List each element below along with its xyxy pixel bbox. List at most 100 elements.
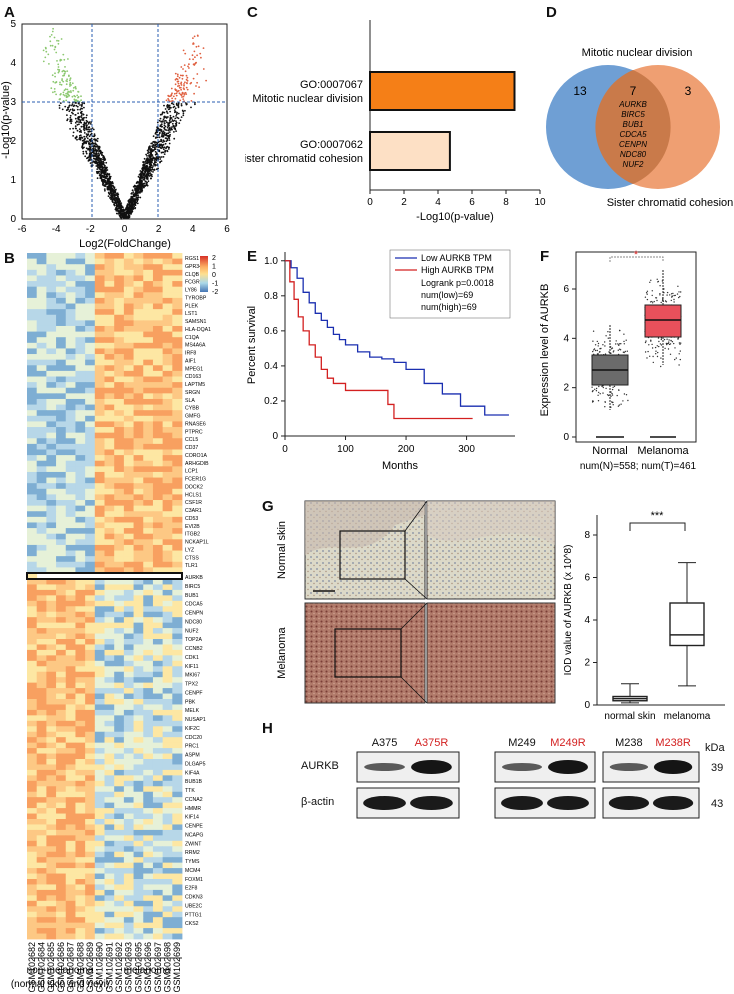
ihc-melanoma-low — [304, 602, 426, 704]
heatmap-row-label: LYZ — [185, 547, 194, 553]
wb-band-aurkb — [411, 760, 452, 774]
venn-gene: CDCA5 — [619, 130, 647, 139]
gepia-ytick: 4 — [563, 333, 569, 344]
wb-band-actin — [652, 796, 694, 810]
km-ytick: 0.2 — [264, 396, 278, 407]
go-bar — [369, 71, 516, 111]
panel-c-letter: C — [247, 4, 258, 21]
km-xtick: 300 — [458, 444, 475, 455]
survival-plot: 0 100 200 300 0 0.2 0.4 0.6 0.8 1.0 Low AURKB TPM… — [246, 249, 515, 472]
heatmap-row-label: FOXM1 — [185, 877, 203, 883]
venn-gene: BUB1 — [623, 120, 644, 129]
gepia-ylabel: Expression level of AURKB — [539, 284, 551, 417]
heatmap-col-label: GSM102685 — [46, 942, 56, 993]
wb-band-aurkb — [548, 760, 588, 774]
heatmap-row-label: MKI67 — [185, 673, 200, 679]
wb-band-aurkb — [364, 763, 405, 771]
volcano-ylabel: -Log10(p-value) — [0, 81, 12, 159]
panel-f-letter: F — [540, 248, 550, 265]
heatmap-row-label: NDC80 — [185, 619, 202, 625]
heatmap-row-label: TTK — [185, 788, 195, 794]
volcano-ytick: 1 — [10, 175, 16, 186]
heatmap-row-label: LY86 — [185, 288, 197, 294]
heatmap-row-label: ZWINT — [185, 841, 202, 847]
venn-title: Mitotic nuclear division — [582, 47, 693, 59]
volcano-ytick: 2 — [10, 136, 16, 147]
km-ytick: 0.6 — [264, 326, 278, 337]
wb-mw2: 43 — [711, 798, 724, 810]
km-legend-high: High AURKB TPM — [421, 265, 494, 275]
heatmap-col-label: GSM102684 — [37, 942, 47, 993]
heatmap-row-label: CDK1 — [185, 655, 199, 661]
group-left-label: non-melanoma — [27, 965, 94, 976]
heatmap-row-label: AURKB — [185, 575, 203, 581]
gepia-ytick: 0 — [563, 432, 569, 443]
heatmap-row-label: MELK — [185, 708, 200, 714]
volcano-plot: -6 -4 -2 0 2 4 6 0 1 2 3 4 5 Log2(FoldChange) -Log1… — [0, 19, 230, 250]
heatmap-row-label: MPEG1 — [185, 366, 203, 372]
wb-mw1: 39 — [711, 762, 724, 774]
heatmap-col-label: GSM102688 — [75, 942, 85, 993]
heatmap-row-label: HLA-DQA1 — [185, 327, 211, 333]
heatmap-row-label: KIF14 — [185, 815, 199, 821]
volcano-xlabel: Log2(FoldChange) — [79, 238, 171, 250]
heatmap-col-label: GSM102687 — [66, 942, 76, 993]
venn-right-count: 3 — [685, 84, 692, 98]
go-bar-chart: GO:0007067 Mitotic nuclear division GO:000… — [245, 20, 546, 223]
venn-gene: AURKB — [618, 100, 647, 109]
heatmap-row-label: CENPF — [185, 690, 203, 696]
heatmap-row-label: CTSS — [185, 555, 199, 561]
wb-lane-label: A375 — [372, 737, 398, 749]
wb-band-actin — [608, 796, 650, 810]
iod-ytick: 4 — [584, 615, 590, 626]
km-num-low: num(low)=69 — [421, 290, 473, 300]
ihc-row1-label: Normal skin — [276, 521, 288, 579]
heatmap-row-label: NUF2 — [185, 628, 199, 634]
heatmap-row-label: ASPM — [185, 753, 200, 759]
heatmap-scale-bar — [200, 256, 208, 292]
go-bar — [369, 131, 451, 171]
gepia-box-melanoma — [644, 304, 682, 338]
heatmap-row-label: CENPN — [185, 611, 203, 617]
km-xtick: 0 — [282, 444, 288, 455]
heatmap-col-label: GSM102695 — [133, 942, 143, 993]
venn-gene: NUF2 — [623, 160, 644, 169]
heatmap-row-label: C1QA — [185, 335, 200, 341]
heatmap-col-label: GSM102696 — [143, 942, 153, 993]
heatmap-row-label: CDKN3 — [185, 895, 203, 901]
heatmap-row-label: CCL5 — [185, 437, 198, 443]
km-ytick: 0.4 — [264, 361, 278, 372]
heatmap-row-label: PTTG1 — [185, 912, 202, 918]
iod-cat2: melanoma — [664, 711, 711, 722]
volcano-ytick: 5 — [10, 19, 16, 30]
heatmap-row-label: AIF1 — [185, 358, 196, 364]
heatmap-row-label: LAPTM5 — [185, 382, 205, 388]
gepia-cat2: Melanoma — [637, 445, 689, 457]
heatmap-col-label: GSM102682 — [27, 942, 37, 993]
heatmap-col-label: GSM102693 — [124, 942, 134, 993]
heatmap-row-label: MCM4 — [185, 868, 200, 874]
km-ylabel: Percent survival — [246, 306, 258, 384]
iod-ytick: 2 — [584, 658, 590, 669]
wb-lane-label: M249R — [550, 737, 586, 749]
heatmap-row-label: TOP2A — [185, 637, 202, 643]
heatmap-row-label: GMFG — [185, 414, 201, 420]
go-xtick: 2 — [401, 197, 407, 208]
heatmap-row-label: TPX2 — [185, 682, 198, 688]
venn-intersection — [595, 70, 671, 184]
heatmap-highlight-row — [26, 572, 183, 580]
heatmap-row-label: CD37 — [185, 445, 198, 451]
venn-gene: NDC80 — [620, 150, 647, 159]
heatmap-row-label: BUB1B — [185, 779, 203, 785]
gepia-cat1: Normal — [592, 445, 627, 457]
heatmap-row-label: DLGAP5 — [185, 761, 206, 767]
heatmap-row-label: TLR1 — [185, 563, 198, 569]
volcano-xtick: 6 — [224, 224, 230, 235]
wb-lane-label: M238 — [615, 737, 643, 749]
iod-sig: *** — [651, 510, 665, 522]
venn-gene: CENPN — [619, 140, 647, 149]
volcano-frame — [21, 23, 228, 220]
wb-band-actin — [410, 796, 453, 810]
heatmap-row-label: CDC20 — [185, 735, 202, 741]
